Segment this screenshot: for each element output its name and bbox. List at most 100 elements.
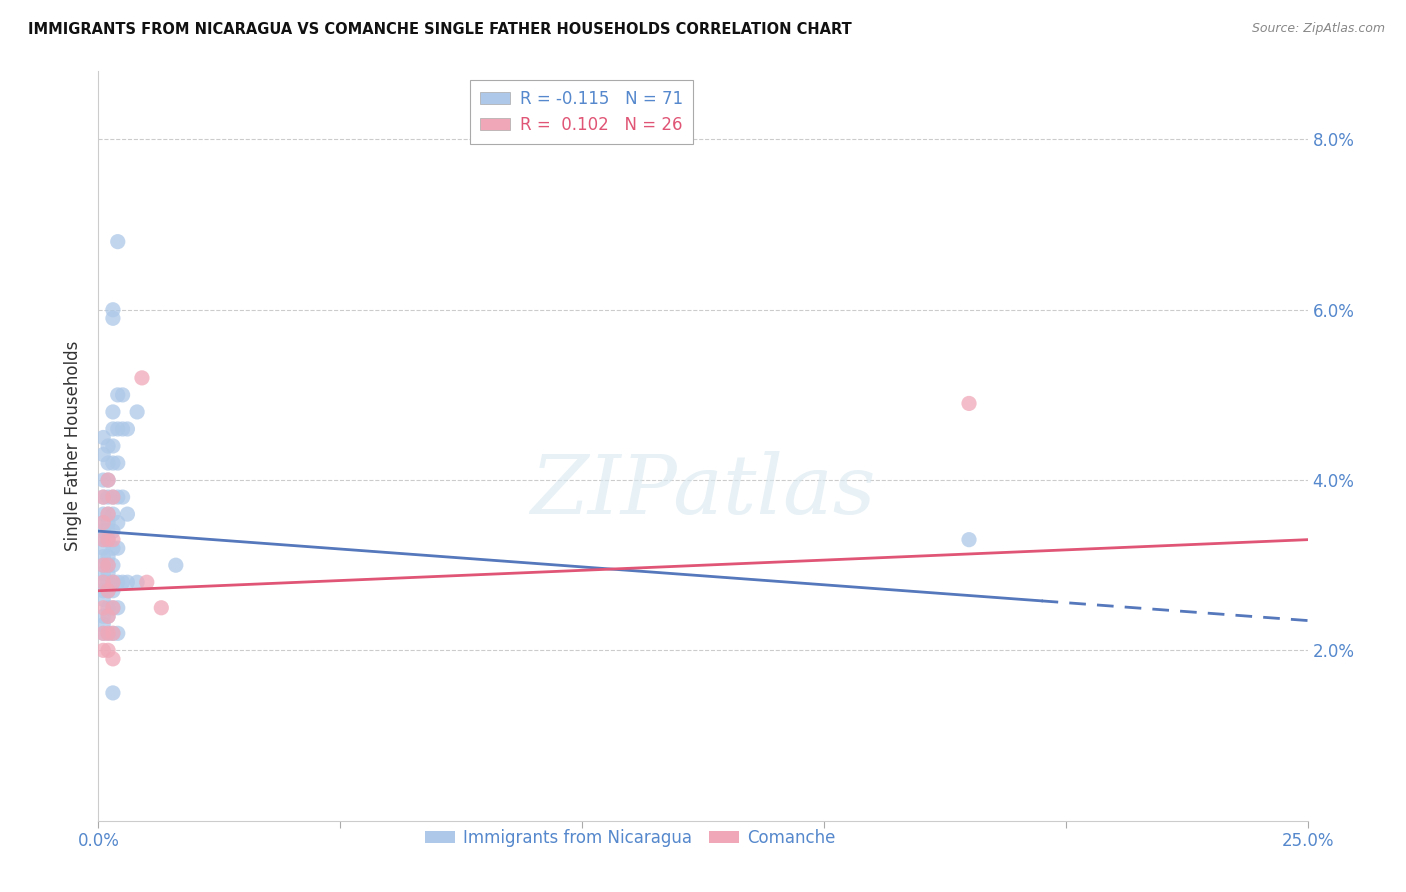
Point — [101, 533, 124, 547]
Point — [97, 524, 120, 538]
Point — [97, 626, 120, 640]
Point — [101, 575, 124, 590]
Point — [97, 583, 120, 598]
Point — [101, 626, 124, 640]
Point — [111, 490, 134, 504]
Text: Source: ZipAtlas.com: Source: ZipAtlas.com — [1251, 22, 1385, 36]
Point — [97, 490, 120, 504]
Point — [97, 439, 120, 453]
Point — [91, 583, 114, 598]
Point — [91, 575, 114, 590]
Point — [91, 549, 114, 564]
Point — [91, 626, 114, 640]
Point — [97, 533, 120, 547]
Point — [91, 643, 114, 657]
Point — [101, 422, 124, 436]
Point — [101, 600, 124, 615]
Point — [91, 558, 114, 573]
Point — [91, 430, 114, 444]
Point — [91, 575, 114, 590]
Point — [107, 600, 129, 615]
Text: IMMIGRANTS FROM NICARAGUA VS COMANCHE SINGLE FATHER HOUSEHOLDS CORRELATION CHART: IMMIGRANTS FROM NICARAGUA VS COMANCHE SI… — [28, 22, 852, 37]
Point — [101, 575, 124, 590]
Point — [101, 302, 124, 317]
Point — [111, 388, 134, 402]
Point — [97, 558, 120, 573]
Point — [957, 533, 980, 547]
Point — [91, 566, 114, 581]
Point — [111, 575, 134, 590]
Point — [107, 516, 129, 530]
Point — [107, 235, 129, 249]
Point — [97, 643, 120, 657]
Point — [97, 558, 120, 573]
Point — [101, 311, 124, 326]
Y-axis label: Single Father Households: Single Father Households — [65, 341, 83, 551]
Point — [107, 422, 129, 436]
Point — [107, 456, 129, 470]
Point — [97, 473, 120, 487]
Point — [91, 490, 114, 504]
Point — [101, 490, 124, 504]
Point — [97, 609, 120, 624]
Point — [135, 575, 157, 590]
Point — [97, 533, 120, 547]
Point — [101, 686, 124, 700]
Point — [165, 558, 187, 573]
Point — [91, 473, 114, 487]
Point — [101, 583, 124, 598]
Point — [107, 388, 129, 402]
Point — [101, 405, 124, 419]
Point — [91, 617, 114, 632]
Point — [91, 533, 114, 547]
Point — [117, 507, 139, 521]
Point — [101, 652, 124, 666]
Point — [117, 422, 139, 436]
Point — [97, 566, 120, 581]
Point — [107, 575, 129, 590]
Point — [91, 600, 114, 615]
Point — [107, 541, 129, 556]
Text: ZIPatlas: ZIPatlas — [530, 451, 876, 531]
Point — [150, 600, 173, 615]
Point — [101, 541, 124, 556]
Point — [127, 575, 149, 590]
Point — [101, 439, 124, 453]
Point — [101, 558, 124, 573]
Point — [97, 507, 120, 521]
Point — [91, 541, 114, 556]
Point — [101, 507, 124, 521]
Point — [97, 583, 120, 598]
Point — [101, 626, 124, 640]
Point — [91, 609, 114, 624]
Point — [91, 524, 114, 538]
Point — [97, 473, 120, 487]
Point — [107, 490, 129, 504]
Point — [91, 516, 114, 530]
Point — [127, 405, 149, 419]
Point — [91, 448, 114, 462]
Point — [91, 507, 114, 521]
Point — [117, 575, 139, 590]
Point — [97, 626, 120, 640]
Point — [101, 456, 124, 470]
Point — [97, 600, 120, 615]
Point — [101, 490, 124, 504]
Point — [101, 524, 124, 538]
Point — [97, 516, 120, 530]
Point — [91, 516, 114, 530]
Point — [91, 490, 114, 504]
Point — [97, 456, 120, 470]
Point — [131, 371, 153, 385]
Point — [97, 609, 120, 624]
Point — [97, 507, 120, 521]
Legend: Immigrants from Nicaragua, Comanche: Immigrants from Nicaragua, Comanche — [419, 822, 842, 854]
Point — [101, 600, 124, 615]
Point — [957, 396, 980, 410]
Point — [97, 575, 120, 590]
Point — [91, 558, 114, 573]
Point — [91, 626, 114, 640]
Point — [107, 626, 129, 640]
Point — [97, 549, 120, 564]
Point — [91, 592, 114, 607]
